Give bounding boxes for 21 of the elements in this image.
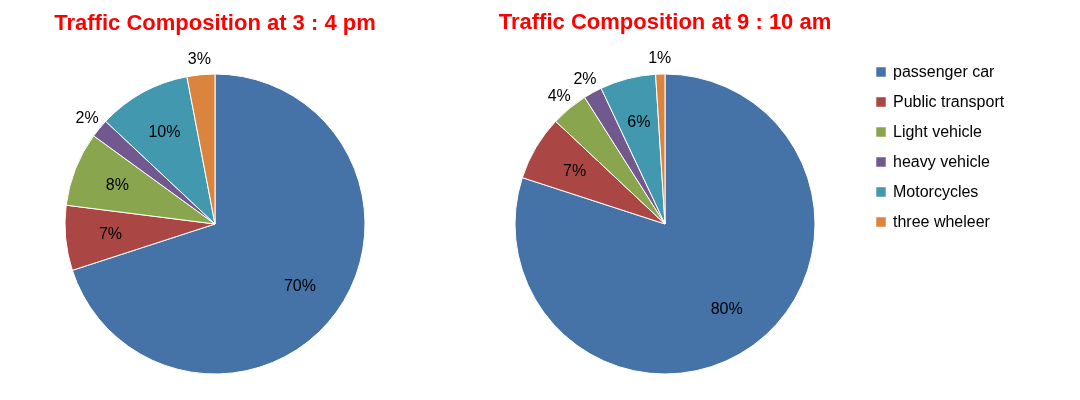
data-label: 2% <box>573 69 597 87</box>
data-label: 3% <box>187 49 211 67</box>
data-label: 10% <box>148 122 181 140</box>
chart-title: Traffic Composition at 9 : 10 am <box>498 9 832 35</box>
legend-label: Public transport <box>893 93 1005 110</box>
data-label: 8% <box>105 176 129 194</box>
legend-label: Light vehicle <box>893 123 983 140</box>
data-label: 7% <box>563 161 587 179</box>
data-label: 7% <box>98 224 123 242</box>
data-label: 2% <box>75 109 99 127</box>
legend-label: Motorcycles <box>893 183 979 200</box>
pie-slice <box>514 73 816 375</box>
data-label: 6% <box>627 113 651 131</box>
legend-label: passenger car <box>893 63 996 80</box>
data-label: 80% <box>710 299 743 317</box>
data-label: 4% <box>547 87 571 105</box>
data-label: 70% <box>283 276 316 294</box>
chart-title: Traffic Composition at 3 : 4 pm <box>54 9 376 35</box>
legend-label: heavy vehicle <box>893 153 991 170</box>
data-label: 1% <box>648 49 672 67</box>
legend-label: three wheleer <box>893 213 991 230</box>
